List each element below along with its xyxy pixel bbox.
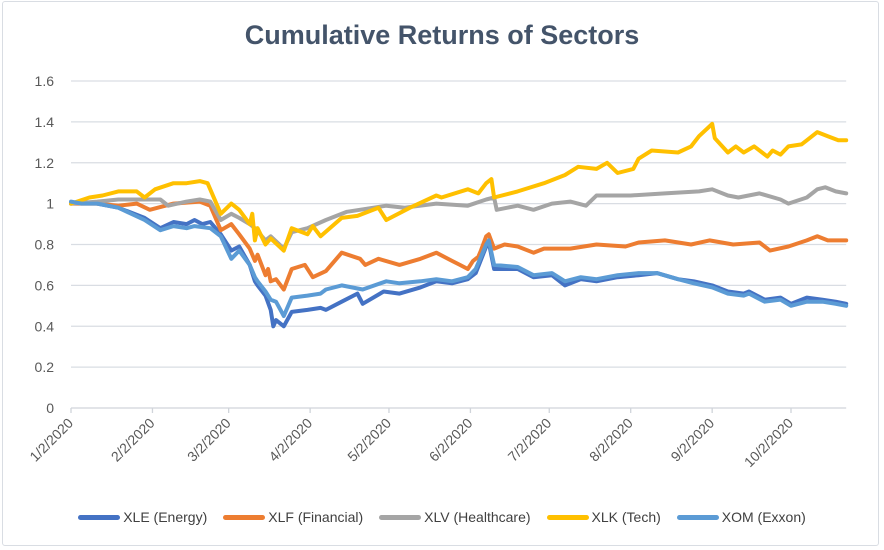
x-tick-label: 3/2/2020 — [184, 415, 234, 465]
legend-item: XOM (Exxon) — [676, 509, 806, 525]
legend-swatch — [379, 514, 422, 520]
y-tick-label: 1.6 — [35, 73, 55, 89]
x-tick-label: 10/2/2020 — [741, 415, 797, 471]
series-line-xlv — [69, 185, 849, 251]
series-line-xlk — [69, 121, 849, 253]
legend-item: XLF (Financial) — [223, 509, 363, 525]
y-tick-label: 0 — [46, 400, 54, 416]
legend-item: XLK (Tech) — [546, 509, 661, 525]
y-tick-label: 0.4 — [35, 318, 55, 334]
x-tick-label: 1/2/2020 — [26, 415, 76, 465]
x-tick-label: 5/2/2020 — [344, 415, 394, 465]
y-tick-label: 0.6 — [35, 277, 55, 293]
legend-swatch — [546, 514, 589, 520]
legend-label: XLF (Financial) — [268, 509, 364, 525]
x-tick-label: 4/2/2020 — [265, 415, 315, 465]
legend-swatch — [223, 514, 266, 520]
y-tick-label: 1 — [46, 196, 54, 212]
y-tick-label: 0.2 — [35, 359, 55, 375]
series-line-xlf — [69, 199, 849, 292]
chart-title: Cumulative Returns of Sectors — [244, 20, 640, 50]
legend-item: XLE (Energy) — [78, 509, 207, 525]
y-tick-label: 0.8 — [35, 237, 55, 253]
x-tick-label: 9/2/2020 — [667, 415, 717, 465]
x-tick-label: 7/2/2020 — [505, 415, 555, 465]
y-tick-label: 1.2 — [35, 155, 55, 171]
legend-label: XLK (Tech) — [591, 509, 661, 525]
x-tick-label: 6/2/2020 — [426, 415, 476, 465]
legend-label: XLE (Energy) — [123, 509, 208, 525]
y-tick-label: 1.4 — [35, 114, 55, 130]
legend-label: XOM (Exxon) — [721, 509, 806, 525]
legend-swatch — [676, 514, 719, 520]
series-line-xom — [69, 199, 849, 318]
x-tick-label: 8/2/2020 — [586, 415, 636, 465]
legend-item: XLV (Healthcare) — [379, 509, 531, 525]
legend-swatch — [78, 514, 121, 520]
legend: XLE (Energy) XLF (Financial) XLV (Healthca… — [0, 509, 884, 525]
x-tick-label: 2/2/2020 — [108, 415, 158, 465]
legend-label: XLV (Healthcare) — [424, 509, 531, 525]
